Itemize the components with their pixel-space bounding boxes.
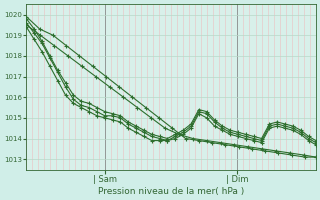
X-axis label: Pression niveau de la mer( hPa ): Pression niveau de la mer( hPa ) [98, 187, 244, 196]
